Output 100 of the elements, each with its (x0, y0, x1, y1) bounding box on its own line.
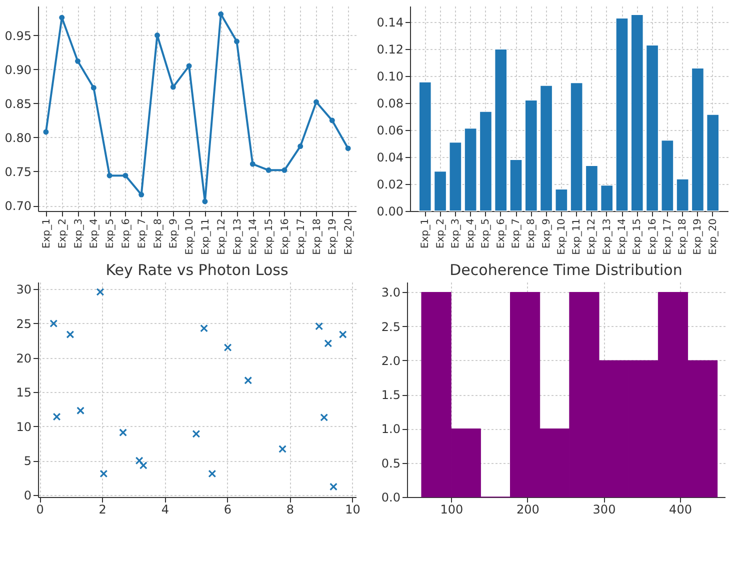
bar (554, 188, 568, 212)
y-tick-label: 0.00 (376, 204, 404, 218)
bar (630, 14, 644, 212)
x-tick-label: Exp_17 (296, 218, 307, 255)
y-tick-label: 0.0 (381, 490, 400, 504)
x-tick-label: 2 (98, 502, 106, 516)
x-tick-label: Exp_12 (586, 218, 598, 255)
bar (494, 48, 508, 212)
point (52, 412, 61, 421)
point (250, 161, 256, 167)
x-tick-label: Exp_17 (662, 218, 674, 255)
x-tick-label: Exp_7 (136, 218, 148, 248)
point (106, 172, 112, 178)
y-tick-label: 2.0 (381, 354, 400, 368)
point (282, 167, 288, 173)
bar (691, 68, 704, 212)
bar (660, 140, 674, 212)
point (119, 428, 128, 436)
point (66, 330, 74, 338)
point (202, 198, 208, 204)
y-tick-label: 1.0 (381, 422, 400, 436)
point (266, 167, 272, 173)
x-tick-label: Exp_2 (57, 218, 68, 248)
point (314, 99, 319, 105)
point (100, 470, 108, 478)
bar (570, 82, 584, 212)
point (186, 63, 192, 69)
y-tick-label: 3.0 (381, 286, 400, 300)
y-tick-label: 0.80 (4, 130, 32, 145)
x-tick-label: Exp_8 (526, 218, 538, 248)
x-tick-label: Exp_9 (168, 218, 180, 248)
y-tick-label: 0.75 (4, 165, 32, 179)
bar (540, 85, 553, 212)
bar (676, 178, 690, 212)
x-tick-label: Exp_12 (216, 218, 228, 255)
point (218, 11, 224, 17)
x-tick-label: Exp_19 (692, 218, 704, 255)
point (139, 461, 148, 470)
point (315, 322, 324, 330)
bar (524, 100, 538, 212)
y-tick-label: 0.70 (4, 199, 32, 214)
y-tick-label: 0 (24, 488, 32, 502)
point (330, 482, 338, 491)
x-tick-label: Exp_18 (678, 218, 689, 255)
x-tick-label: Exp_15 (632, 218, 644, 255)
x-tick-label: Exp_5 (480, 218, 492, 248)
x-tick-label: Exp_13 (602, 218, 613, 255)
y-tick-label: 0.14 (376, 16, 404, 30)
y-tick-label: 0.04 (376, 150, 404, 165)
point (135, 456, 144, 465)
point (50, 320, 58, 328)
point (76, 406, 84, 415)
point (329, 118, 335, 124)
x-tick-label: Exp_1 (41, 218, 52, 248)
x-tick-label: Exp_11 (572, 218, 583, 255)
point (278, 445, 286, 453)
bar (434, 170, 447, 212)
bar (646, 44, 659, 212)
x-tick-label: 200 (516, 502, 540, 516)
y-tick-label: 0.85 (4, 96, 32, 111)
x-tick-label: Exp_3 (73, 218, 84, 248)
bar (616, 18, 628, 212)
point (90, 84, 96, 90)
x-tick-label: Exp_18 (312, 218, 323, 255)
x-tick-label: Exp_16 (280, 218, 291, 255)
y-tick-label: 0.5 (381, 456, 400, 470)
point (154, 32, 160, 38)
bar (479, 111, 492, 212)
bar (510, 159, 522, 212)
x-tick-label: Exp_4 (466, 218, 477, 248)
x-tick-label: Exp_20 (708, 218, 719, 255)
point (200, 324, 208, 332)
x-tick-label: Exp_10 (556, 218, 568, 255)
point (170, 84, 176, 90)
bar (706, 114, 720, 212)
x-tick-label: Exp_5 (105, 218, 116, 248)
y-tick-label: 1.5 (381, 388, 400, 402)
x-tick-label: Exp_16 (647, 218, 658, 255)
x-tick-label: 8 (286, 502, 294, 516)
y-tick-label: 0.90 (4, 62, 32, 77)
x-tick-label: 4 (161, 502, 169, 516)
y-tick-label: 5 (24, 454, 32, 468)
point (345, 146, 351, 152)
x-tick-label: 10 (345, 502, 360, 516)
x-tick-label: Exp_6 (496, 218, 507, 248)
y-tick-label: 30 (16, 282, 32, 297)
x-tick-label: 0 (36, 502, 44, 516)
x-tick-label: Exp_8 (152, 218, 164, 248)
point (244, 376, 252, 384)
point (43, 129, 49, 135)
chart-title: Decoherence Time Distribution (450, 261, 682, 279)
x-tick-label: 400 (669, 502, 692, 516)
point (192, 430, 200, 438)
x-tick-label: Exp_11 (200, 218, 212, 255)
x-tick-label: Exp_7 (511, 218, 522, 248)
y-tick-label: 2.5 (381, 320, 400, 334)
y-tick-label: 10 (16, 420, 32, 434)
bar (448, 142, 462, 212)
chart-title: Key Rate vs Photon Loss (106, 261, 288, 279)
point (138, 192, 144, 198)
